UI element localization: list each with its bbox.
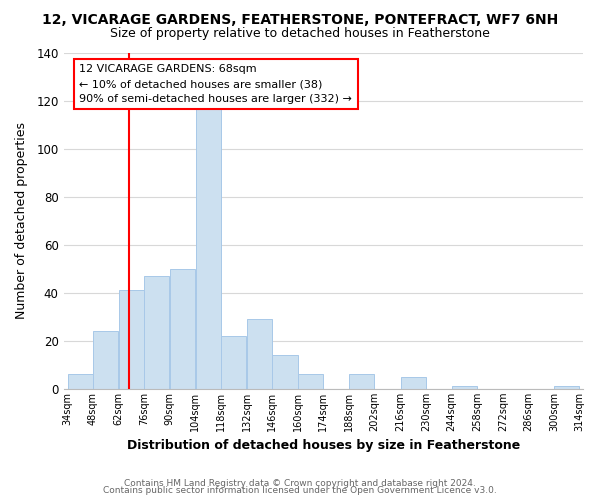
Bar xyxy=(272,355,298,389)
X-axis label: Distribution of detached houses by size in Featherstone: Distribution of detached houses by size … xyxy=(127,440,520,452)
Bar xyxy=(247,319,272,389)
Bar xyxy=(119,290,144,389)
Bar xyxy=(221,336,246,389)
Bar xyxy=(349,374,374,389)
Bar xyxy=(401,377,425,389)
Bar xyxy=(145,276,169,389)
Text: 12, VICARAGE GARDENS, FEATHERSTONE, PONTEFRACT, WF7 6NH: 12, VICARAGE GARDENS, FEATHERSTONE, PONT… xyxy=(42,12,558,26)
Text: Size of property relative to detached houses in Featherstone: Size of property relative to detached ho… xyxy=(110,28,490,40)
Bar xyxy=(298,374,323,389)
Text: 12 VICARAGE GARDENS: 68sqm
← 10% of detached houses are smaller (38)
90% of semi: 12 VICARAGE GARDENS: 68sqm ← 10% of deta… xyxy=(79,64,352,104)
Bar xyxy=(170,269,195,389)
Text: Contains HM Land Registry data © Crown copyright and database right 2024.: Contains HM Land Registry data © Crown c… xyxy=(124,478,476,488)
Bar xyxy=(68,374,92,389)
Bar xyxy=(93,331,118,389)
Text: Contains public sector information licensed under the Open Government Licence v3: Contains public sector information licen… xyxy=(103,486,497,495)
Bar xyxy=(452,386,477,389)
Y-axis label: Number of detached properties: Number of detached properties xyxy=(15,122,28,319)
Bar xyxy=(196,106,221,389)
Bar xyxy=(554,386,580,389)
